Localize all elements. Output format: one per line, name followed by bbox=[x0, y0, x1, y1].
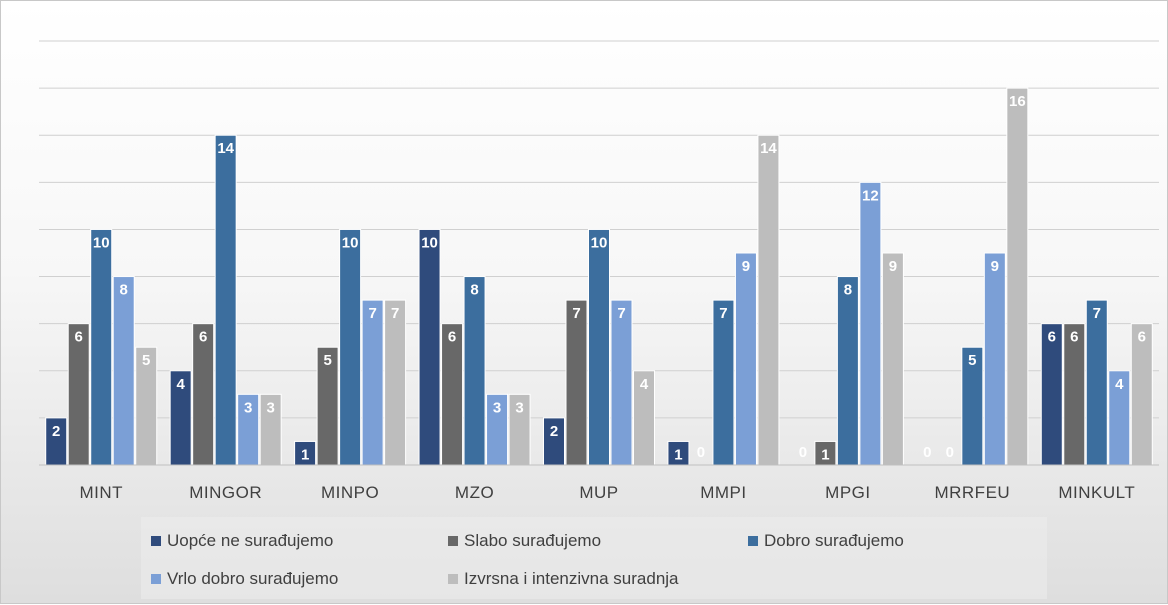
data-label: 6 bbox=[199, 329, 207, 346]
data-label: 2 bbox=[52, 423, 60, 440]
data-label: 7 bbox=[572, 305, 580, 322]
data-label: 9 bbox=[889, 258, 897, 275]
legend-swatch bbox=[151, 536, 161, 546]
data-label: 2 bbox=[550, 423, 558, 440]
data-label: 6 bbox=[75, 329, 83, 346]
data-label: 0 bbox=[923, 444, 931, 461]
data-label: 7 bbox=[391, 305, 399, 322]
bar bbox=[983, 252, 1006, 466]
data-label: 6 bbox=[1048, 329, 1056, 346]
bar bbox=[418, 228, 441, 466]
data-label: 6 bbox=[1138, 329, 1146, 346]
data-label: 4 bbox=[1115, 376, 1124, 393]
bar bbox=[734, 252, 757, 466]
data-label: 8 bbox=[470, 282, 478, 299]
bar bbox=[565, 299, 588, 466]
category-label: MINPO bbox=[321, 483, 379, 502]
bar bbox=[339, 228, 362, 466]
bar bbox=[463, 276, 486, 466]
category-label: MINGOR bbox=[189, 483, 262, 502]
bar bbox=[610, 299, 633, 466]
data-label: 10 bbox=[342, 234, 359, 251]
bar bbox=[361, 299, 384, 466]
legend-box bbox=[141, 517, 1047, 599]
data-label: 3 bbox=[515, 399, 523, 416]
legend-swatch bbox=[448, 574, 458, 584]
data-label: 0 bbox=[946, 444, 954, 461]
data-label: 7 bbox=[368, 305, 376, 322]
category-label: MPGI bbox=[825, 483, 870, 502]
legend-label: Vrlo dobro surađujemo bbox=[167, 569, 338, 588]
category-label: MUP bbox=[579, 483, 618, 502]
legend-label: Izvrsna i intenzivna suradnja bbox=[464, 569, 679, 588]
bar bbox=[881, 252, 904, 466]
legend: Uopće ne surađujemo Slabo surađujemo Dobro… bbox=[151, 531, 904, 588]
category-label: MMPI bbox=[700, 483, 746, 502]
bar bbox=[112, 276, 135, 466]
data-label: 5 bbox=[142, 352, 150, 369]
bar bbox=[588, 228, 610, 466]
legend-label: Dobro surađujemo bbox=[764, 531, 904, 550]
data-label: 6 bbox=[1070, 329, 1078, 346]
bar bbox=[712, 299, 735, 466]
legend-label: Uopće ne surađujemo bbox=[167, 531, 333, 550]
bar bbox=[1085, 299, 1108, 466]
data-label: 7 bbox=[617, 305, 625, 322]
data-label: 1 bbox=[674, 446, 682, 463]
data-label: 3 bbox=[244, 399, 252, 416]
data-label: 4 bbox=[640, 376, 649, 393]
data-label: 8 bbox=[120, 282, 128, 299]
data-label: 9 bbox=[991, 258, 999, 275]
data-label: 16 bbox=[1009, 93, 1026, 110]
bar bbox=[1006, 87, 1029, 466]
legend-swatch bbox=[748, 536, 758, 546]
data-label: 1 bbox=[301, 446, 309, 463]
bar bbox=[90, 228, 113, 466]
data-label: 10 bbox=[93, 234, 110, 251]
data-label: 14 bbox=[760, 140, 777, 157]
legend-swatch bbox=[448, 536, 458, 546]
data-label: 0 bbox=[799, 444, 807, 461]
legend-swatch bbox=[151, 574, 161, 584]
data-label: 5 bbox=[323, 352, 331, 369]
bar bbox=[836, 276, 859, 466]
data-label: 8 bbox=[844, 282, 852, 299]
data-label: 4 bbox=[176, 376, 185, 393]
data-label: 12 bbox=[862, 187, 879, 204]
category-label: MRRFEU bbox=[934, 483, 1010, 502]
legend-label: Slabo surađujemo bbox=[464, 531, 601, 550]
data-label: 7 bbox=[719, 305, 727, 322]
data-label: 10 bbox=[421, 234, 438, 251]
data-label: 3 bbox=[266, 399, 274, 416]
data-label: 9 bbox=[742, 258, 750, 275]
data-label: 10 bbox=[591, 234, 608, 251]
category-label: MZO bbox=[455, 483, 494, 502]
data-label: 6 bbox=[448, 329, 456, 346]
category-labels: MINT MINGOR MINPO MZO MUP MMPI MPGI MRRFEU MINKU… bbox=[79, 483, 1135, 502]
bar bbox=[214, 134, 237, 466]
data-label: 1 bbox=[821, 446, 829, 463]
bar bbox=[859, 181, 882, 466]
data-label: 14 bbox=[217, 140, 234, 157]
bar bbox=[384, 299, 407, 466]
category-label: MINT bbox=[79, 483, 123, 502]
data-label: 5 bbox=[968, 352, 976, 369]
data-label: 7 bbox=[1093, 305, 1101, 322]
data-label: 0 bbox=[697, 444, 705, 461]
category-label: MINKULT bbox=[1058, 483, 1135, 502]
bar bbox=[757, 134, 780, 466]
data-label: 3 bbox=[493, 399, 501, 416]
